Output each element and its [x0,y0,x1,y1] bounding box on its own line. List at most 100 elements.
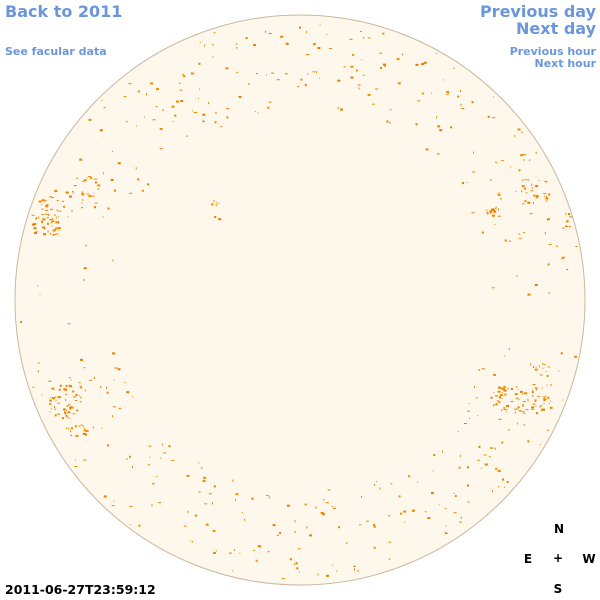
facula [226,108,230,110]
facula [539,444,541,446]
facula [466,466,469,469]
facula [535,412,538,415]
facula [522,393,524,395]
previous-day-link[interactable]: Previous day [479,2,596,21]
facula [39,293,41,295]
next-hour-link[interactable]: Next hour [534,57,597,70]
facula [427,517,431,520]
facula [251,497,254,500]
facula [171,459,175,461]
facula [379,52,383,54]
facula [436,153,440,155]
facula [57,413,61,415]
facula [483,454,487,456]
facula [160,457,162,459]
facula [218,218,222,221]
facula [404,521,406,523]
facula [353,565,356,567]
facula [75,434,79,437]
facula [235,43,238,45]
previous-hour-link[interactable]: Previous hour [509,45,596,58]
facula [436,116,437,119]
back-link[interactable]: Back to 2011 [5,2,123,21]
facula [548,403,550,405]
facula [50,208,53,210]
facula [266,74,267,76]
facula [203,476,207,479]
facula [320,511,324,514]
facula [156,88,159,91]
facula [97,184,101,187]
facula [496,400,499,402]
facula [506,405,510,407]
facula [101,427,103,429]
facula [129,455,131,458]
facular-link[interactable]: See facular data [5,45,107,58]
facula [304,84,307,87]
facula [57,396,61,399]
solar-disk [14,14,586,586]
facula [66,192,68,194]
facula [31,223,35,226]
facula [84,389,86,392]
facula [267,106,270,109]
facula [317,47,321,49]
facula [68,377,71,379]
facula [51,408,53,410]
facula [489,210,493,213]
facula [103,172,105,175]
facula [337,107,340,109]
facula [79,401,82,403]
facula [37,285,39,287]
facula [297,548,301,550]
facula [478,445,481,448]
next-day-link[interactable]: Next day [516,19,596,38]
facula [494,447,496,450]
facula [497,215,501,217]
facula [268,33,272,34]
facula [80,396,82,399]
facula [502,478,504,481]
facula [107,444,110,447]
facula [475,397,478,399]
facula [535,151,537,154]
facula [232,570,234,572]
facula [534,387,538,389]
facula [83,459,87,461]
facula [514,393,518,396]
facula [151,504,153,507]
facula [390,109,392,111]
facula [66,405,68,408]
facula [118,407,122,409]
facula [489,179,492,181]
facula [65,414,68,417]
facula [562,227,565,229]
facula [51,387,55,390]
facula [238,95,242,98]
facula [444,531,447,533]
facula [446,93,450,95]
facula [538,365,540,368]
facula [284,73,288,75]
facula [123,96,127,98]
facula [43,200,47,202]
facula [149,456,151,458]
facula [373,546,376,549]
facula [179,89,183,91]
facula [459,521,462,523]
facula [574,355,578,358]
facula [72,191,74,194]
facula [317,573,319,576]
facula [491,287,495,289]
facula [299,26,301,29]
facula [117,368,121,371]
facula [525,409,529,411]
facula [163,452,167,454]
facula [271,72,274,74]
facula [214,216,217,218]
facula [542,362,544,365]
facula [565,226,569,227]
facula [43,233,46,236]
facula [199,42,201,43]
